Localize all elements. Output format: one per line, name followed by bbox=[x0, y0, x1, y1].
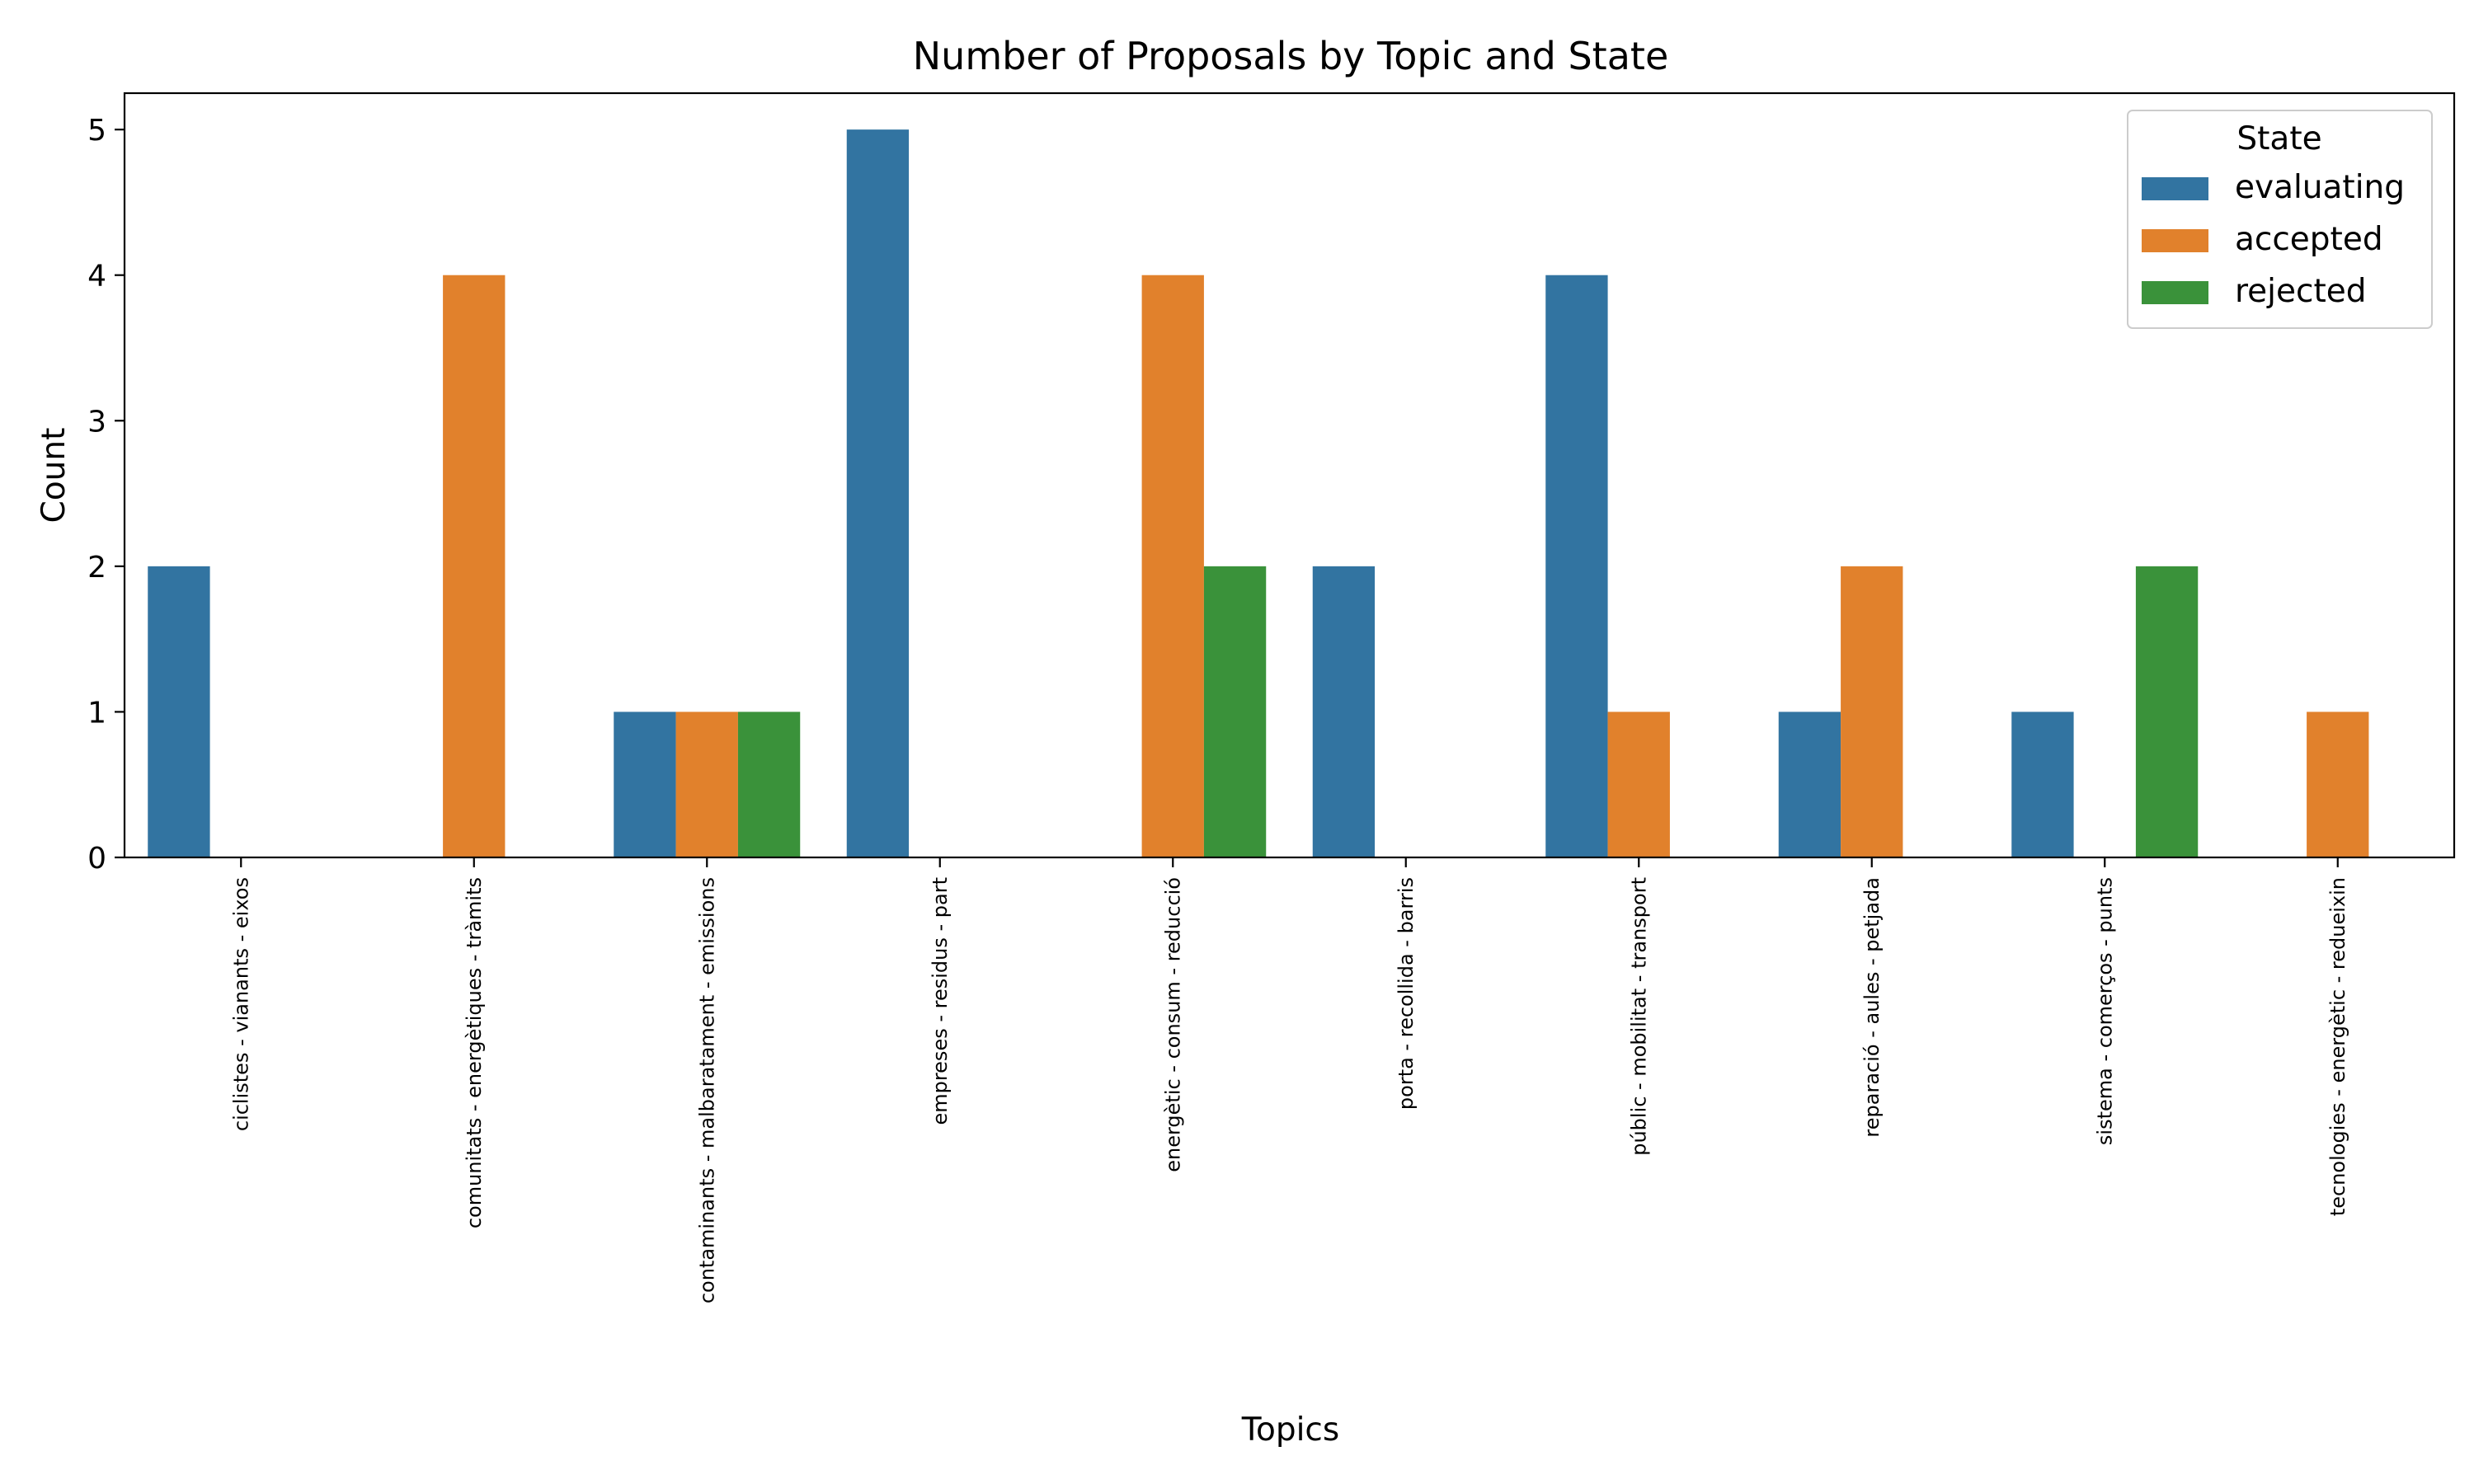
bar-evaluating-7 bbox=[1778, 711, 1841, 857]
bar-evaluating-6 bbox=[1545, 275, 1608, 857]
bar-rejected-8 bbox=[2135, 566, 2199, 857]
legend-swatch-evaluating bbox=[2142, 177, 2208, 200]
x-axis: ciclistes - vianants - eixos comunitats -… bbox=[229, 857, 2349, 1303]
legend-swatch-accepted bbox=[2142, 229, 2208, 252]
legend-label-evaluating: evaluating bbox=[2235, 169, 2405, 206]
bars-layer bbox=[148, 129, 2369, 858]
y-tick-label: 3 bbox=[87, 405, 106, 439]
legend-label-accepted: accepted bbox=[2235, 221, 2383, 258]
y-tick-label: 1 bbox=[87, 696, 106, 730]
x-tick-label: sistema - comerços - punts bbox=[2093, 877, 2116, 1145]
bar-accepted-9 bbox=[2307, 711, 2369, 857]
x-tick-label: empreses - residus - part bbox=[929, 877, 952, 1125]
bar-accepted-4 bbox=[1141, 275, 1204, 857]
x-tick-label: reparació - aules - petjada bbox=[1860, 877, 1884, 1138]
bar-rejected-4 bbox=[1203, 566, 1267, 857]
y-tick-label: 0 bbox=[87, 842, 106, 876]
bar-evaluating-5 bbox=[1312, 566, 1376, 857]
bar-accepted-1 bbox=[443, 275, 506, 857]
bar-accepted-6 bbox=[1607, 711, 1670, 857]
bar-evaluating-8 bbox=[2011, 711, 2074, 857]
bar-evaluating-2 bbox=[614, 711, 676, 857]
x-tick-label: ciclistes - vianants - eixos bbox=[229, 877, 252, 1131]
bar-accepted-7 bbox=[1841, 566, 1903, 857]
legend-title: State bbox=[2236, 120, 2321, 157]
x-tick-label: públic - mobilitat - transport bbox=[1627, 877, 1650, 1156]
x-tick-label: comunitats - energètiques - tràmits bbox=[463, 877, 486, 1228]
x-tick-label: porta - recollida - barris bbox=[1395, 877, 1418, 1110]
y-axis: 0 1 2 3 4 5 bbox=[87, 114, 125, 876]
bar-evaluating-0 bbox=[148, 566, 210, 857]
bar-rejected-2 bbox=[737, 711, 801, 857]
chart-title: Number of Proposals by Topic and State bbox=[913, 34, 1669, 78]
x-tick-label: energètic - consum - reducció bbox=[1161, 877, 1184, 1172]
legend-label-rejected: rejected bbox=[2235, 273, 2367, 310]
legend-box bbox=[2127, 110, 2433, 329]
bar-accepted-2 bbox=[675, 711, 738, 857]
x-tick-label: tecnologies - energètic - redueixin bbox=[2326, 877, 2349, 1216]
legend-swatch-rejected bbox=[2142, 281, 2208, 304]
legend: State evaluating accepted rejected bbox=[2127, 110, 2433, 329]
x-axis-title: Topics bbox=[1241, 1411, 1339, 1449]
plot-frame bbox=[123, 92, 2456, 859]
bar-evaluating-3 bbox=[846, 129, 910, 858]
y-tick-label: 2 bbox=[87, 551, 106, 585]
y-tick-label: 5 bbox=[87, 114, 106, 148]
y-axis-title: Count bbox=[35, 428, 73, 524]
y-tick-label: 4 bbox=[87, 260, 106, 294]
legend-items: evaluating accepted rejected bbox=[2142, 169, 2405, 310]
x-tick-label: contaminants - malbaratament - emissions bbox=[695, 877, 718, 1303]
